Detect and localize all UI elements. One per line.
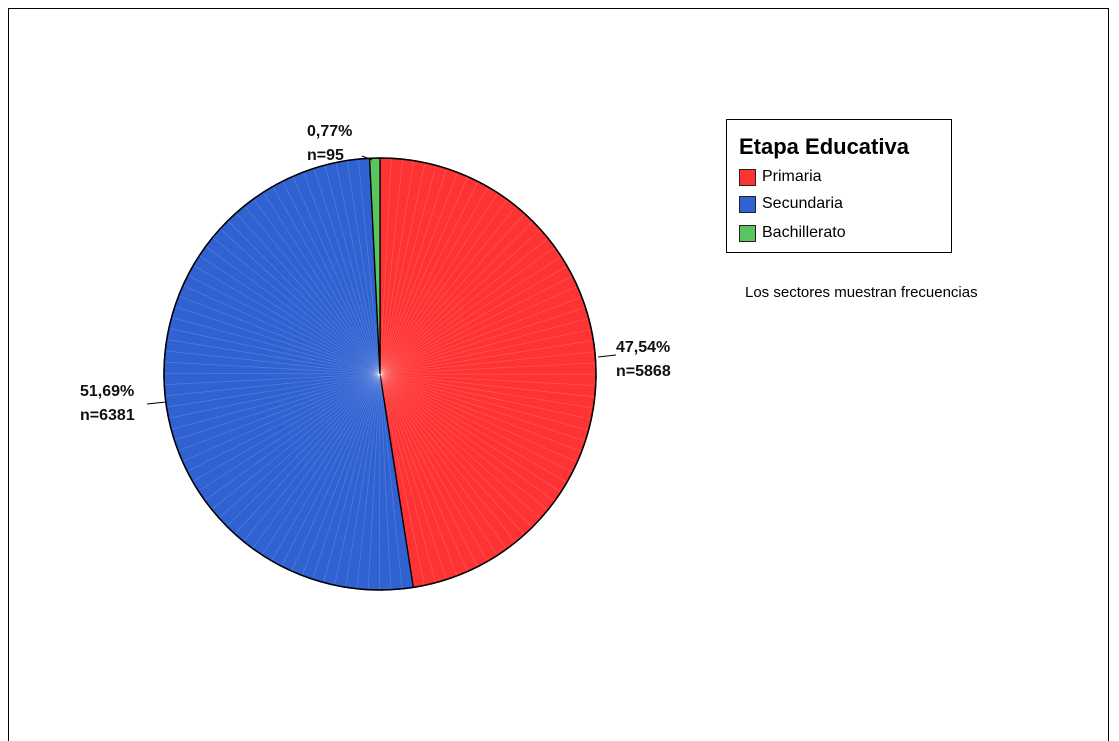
leader-line-primaria [598, 355, 616, 357]
legend-label-secundaria: Secundaria [762, 195, 843, 213]
legend-label-bachillerato: Bachillerato [762, 224, 846, 242]
legend-swatch-primaria [739, 169, 756, 186]
legend-label-primaria: Primaria [762, 168, 822, 186]
percent-label-bachillerato: 0,77% [307, 123, 352, 140]
legend-item-bachillerato: Bachillerato [739, 222, 846, 244]
chart-note: Los sectores muestran frecuencias [745, 284, 978, 301]
legend-item-primaria: Primaria [739, 166, 822, 188]
legend-title: Etapa Educativa [739, 134, 909, 160]
count-label-secundaria: n=6381 [80, 407, 135, 424]
percent-label-primaria: 47,54% [616, 339, 670, 356]
count-label-primaria: n=5868 [616, 363, 671, 380]
count-label-bachillerato: n=95 [307, 147, 344, 164]
legend-item-secundaria: Secundaria [739, 193, 843, 215]
legend: Etapa Educativa Primaria Secundaria Bach… [726, 119, 952, 253]
leader-line-secundaria [147, 402, 166, 404]
percent-label-secundaria: 51,69% [80, 383, 134, 400]
pie-slices [164, 158, 596, 590]
legend-swatch-secundaria [739, 196, 756, 213]
legend-swatch-bachillerato [739, 225, 756, 242]
